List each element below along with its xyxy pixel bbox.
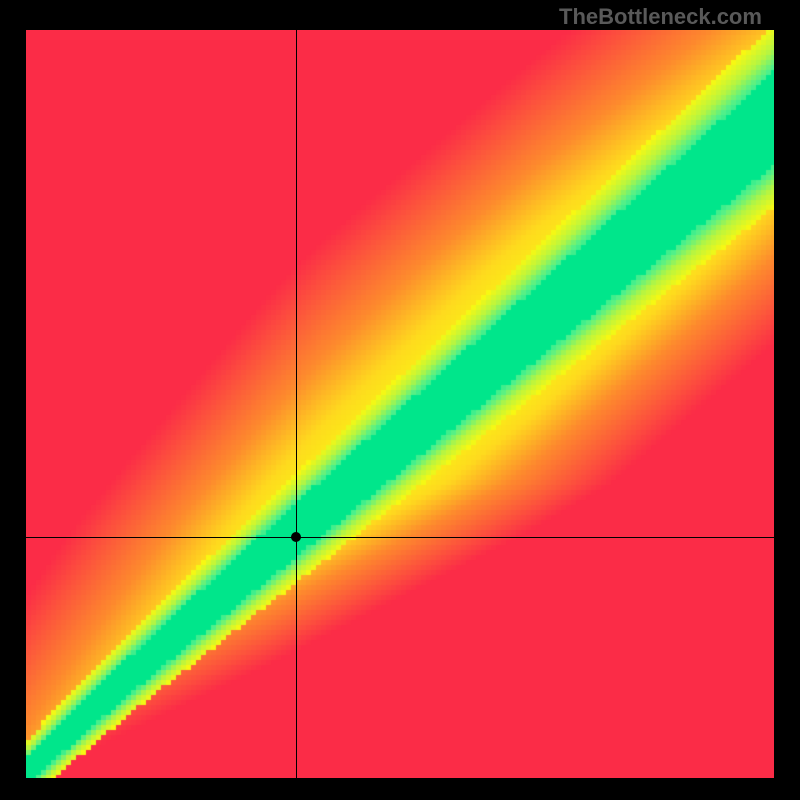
crosshair-vertical xyxy=(296,30,297,778)
crosshair-horizontal xyxy=(26,537,774,538)
watermark-text: TheBottleneck.com xyxy=(559,4,762,30)
bottleneck-heatmap xyxy=(26,30,774,778)
